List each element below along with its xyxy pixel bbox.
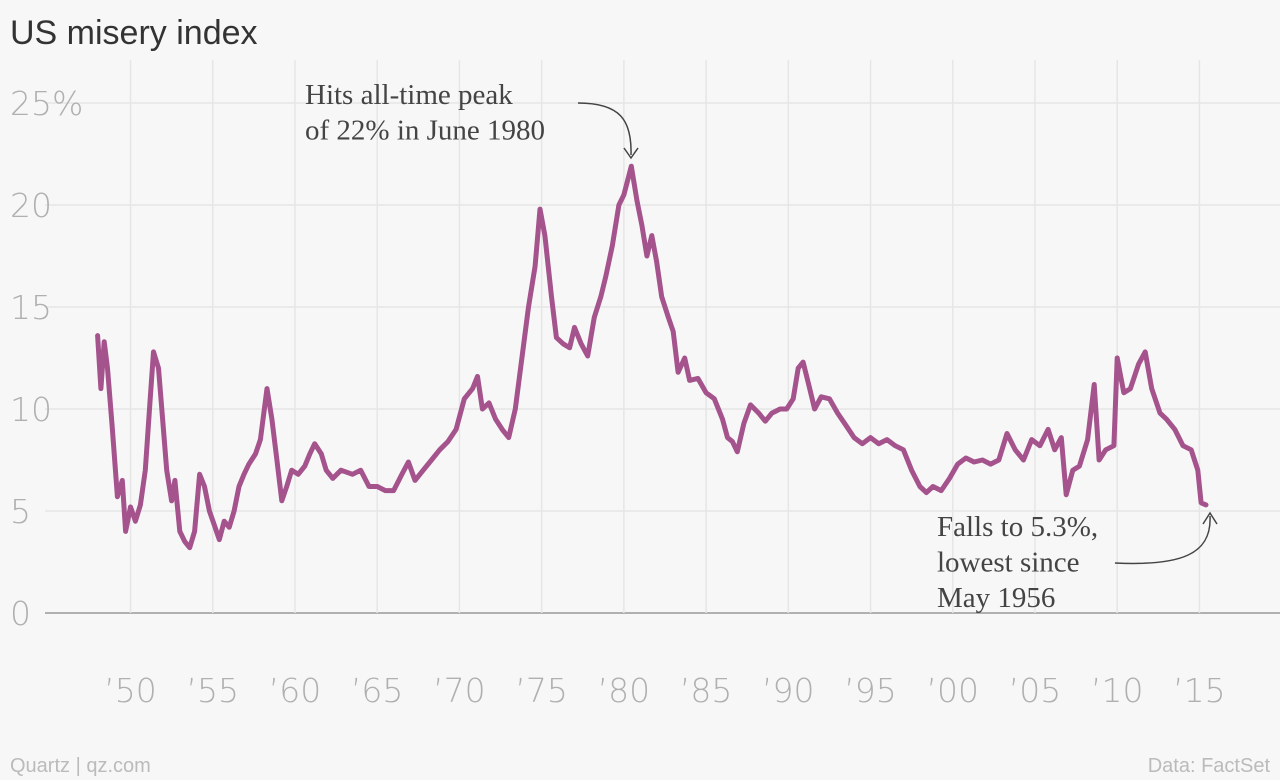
plot: [95, 163, 1209, 551]
arrow: [577, 102, 632, 156]
y-tick-label: 5: [10, 492, 31, 531]
x-tick-label: ’85: [680, 671, 732, 710]
x-tick-label: ’75: [515, 671, 567, 710]
credit: Quartz | qz.com: [10, 755, 151, 777]
chart-title: US misery index: [10, 14, 258, 52]
grid: 0 5 10 15 20 25% ’50 ’55 ’60 ’65 ’70 ’75 ’80 ’85 ’90 ’9…: [10, 60, 1280, 710]
x-tick-label: ’80: [598, 671, 650, 710]
x-tick-label: ’55: [186, 671, 238, 710]
arrow: [1114, 515, 1211, 565]
y-tick-label: 10: [10, 390, 52, 429]
x-tick-label: ’15: [1173, 671, 1225, 710]
annotation: Hits all-time peak: [305, 79, 513, 111]
x-tick-label: ’05: [1009, 671, 1061, 710]
x-tick-label: ’65: [351, 671, 403, 710]
y-tick-label: 15: [10, 288, 52, 327]
annotation: Falls to 5.3%,: [937, 511, 1098, 543]
x-tick-label: ’50: [104, 671, 156, 710]
x-tick-label: ’00: [927, 671, 979, 710]
arrowhead: [623, 147, 639, 160]
y-tick-label: 0: [10, 594, 31, 633]
x-tick-label: ’10: [1091, 671, 1143, 710]
x-tick-label: ’95: [844, 671, 896, 710]
y-tick-label: 25%: [10, 84, 83, 123]
y-tick-label: 20: [10, 186, 52, 225]
source: Data: FactSet: [1148, 755, 1271, 777]
annotation: May 1956: [937, 582, 1055, 614]
arrowhead: [1202, 511, 1218, 525]
x-tick-label: ’90: [762, 671, 814, 710]
annotation: of 22% in June 1980: [305, 115, 545, 147]
annotation: lowest since: [937, 547, 1080, 579]
line: [95, 163, 1209, 551]
x-tick-label: ’70: [433, 671, 485, 710]
x-tick-label: ’60: [269, 671, 321, 710]
